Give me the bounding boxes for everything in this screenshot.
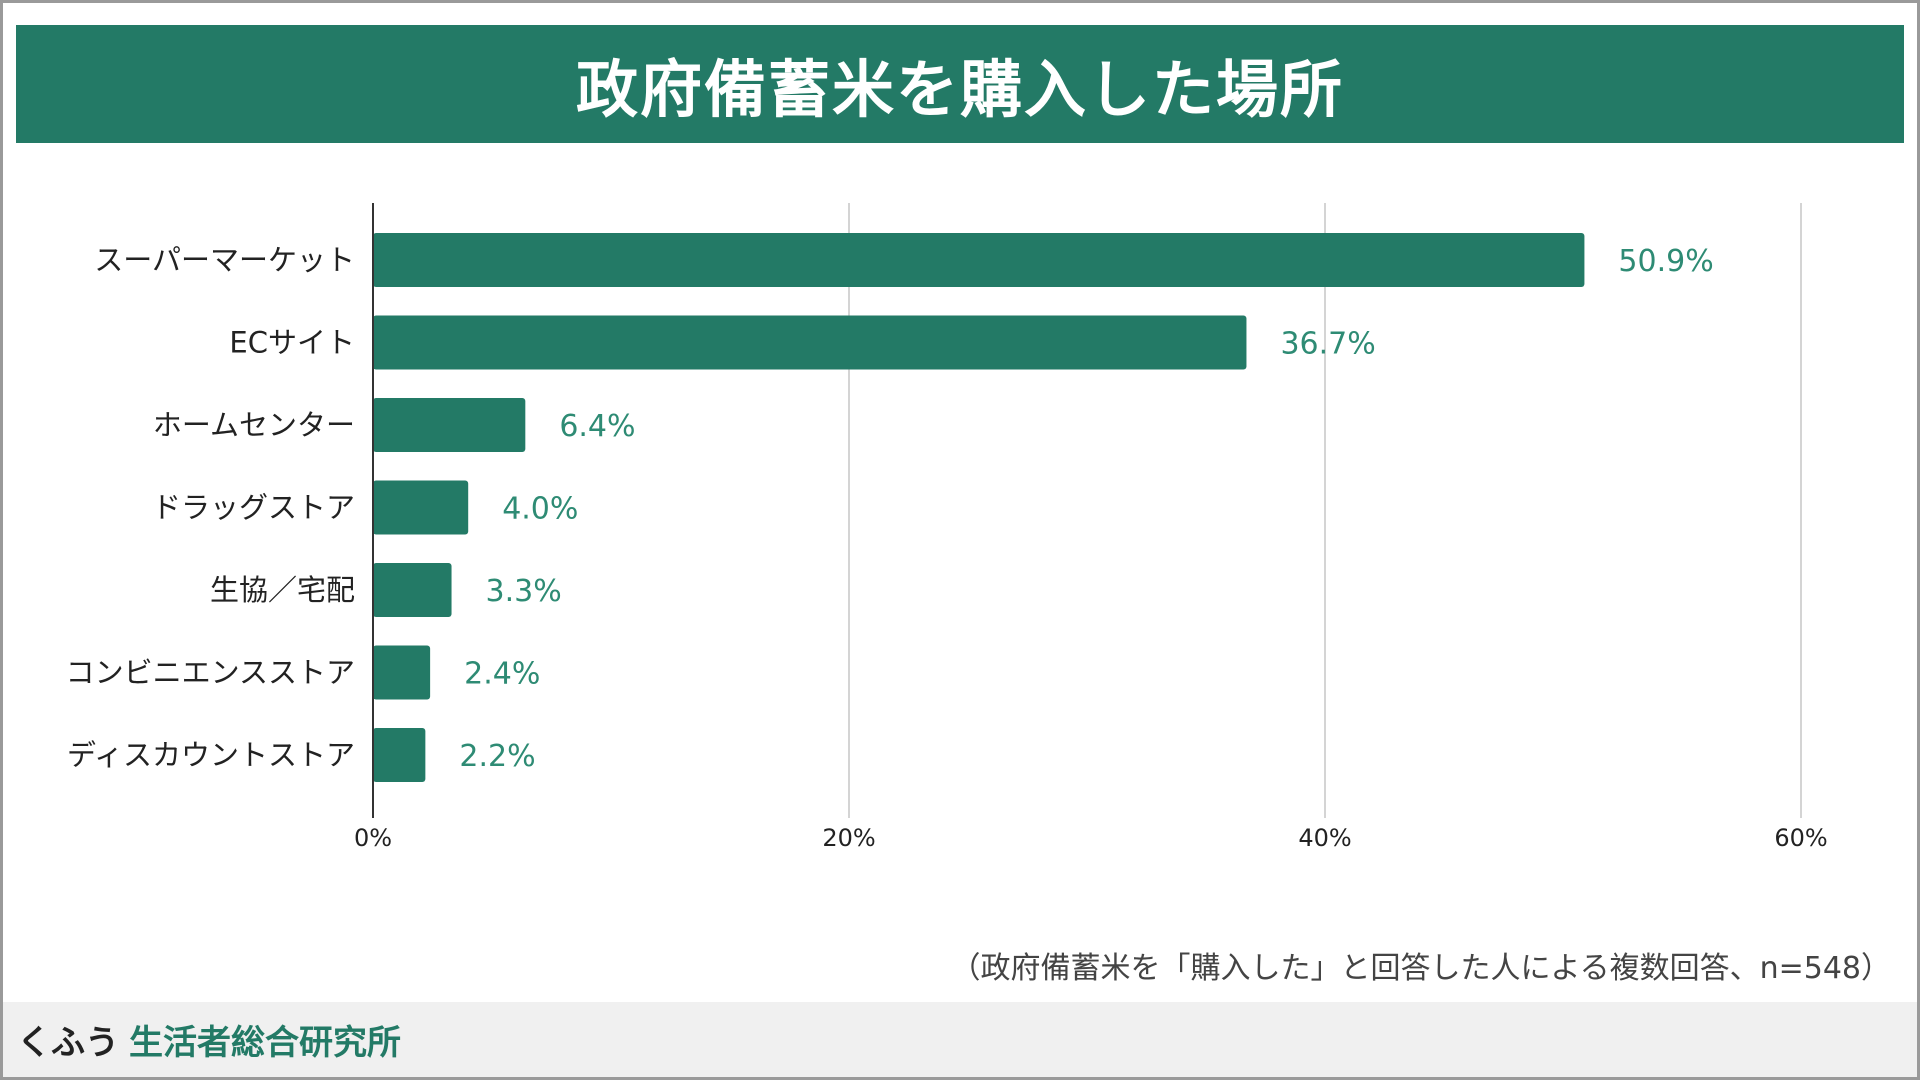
bar [373,645,431,700]
category-label: コンビニエンスストア [66,656,355,690]
value-label: 2.2% [459,739,535,774]
bar [373,480,469,535]
bar [373,563,452,617]
category-label: ディスカウントストア [67,738,355,772]
category-label: ドラッグストア [152,491,355,525]
bar [373,315,1247,370]
bar [373,728,426,782]
footer-bar: くふう 生活者総合研究所 [3,1002,1917,1077]
category-label: スーパーマーケット [94,243,355,277]
category-label: ECサイト [229,326,355,360]
x-tick-label: 0% [354,824,392,852]
category-label: ホームセンター [153,408,355,442]
value-label: 50.9% [1618,244,1713,279]
value-label: 4.0% [502,492,578,527]
value-label: 6.4% [559,409,635,444]
value-label: 3.3% [486,574,562,609]
chart-title: 政府備蓄米を購入した場所 [575,53,1344,126]
bar [373,233,1585,287]
x-tick-label: 20% [822,824,875,852]
title-banner: 政府備蓄米を購入した場所 [16,25,1904,143]
value-label: 2.4% [464,657,540,692]
footnote: （政府備蓄米を「購入した」と回答した人による複数回答、n=548） [950,951,1891,986]
x-tick-label: 40% [1298,824,1351,852]
value-label: 36.7% [1280,327,1375,362]
brand-name: 生活者総合研究所 [129,1023,401,1063]
bar-chart: 0% 20% 40% 60% スーパーマーケット 50.9% ECサイト 36.7% ホームセン… [66,203,1828,852]
bar [373,398,526,452]
category-label: 生協／宅配 [210,573,355,607]
brand-prefix: くふう [17,1023,119,1063]
x-tick-label: 60% [1774,824,1827,852]
